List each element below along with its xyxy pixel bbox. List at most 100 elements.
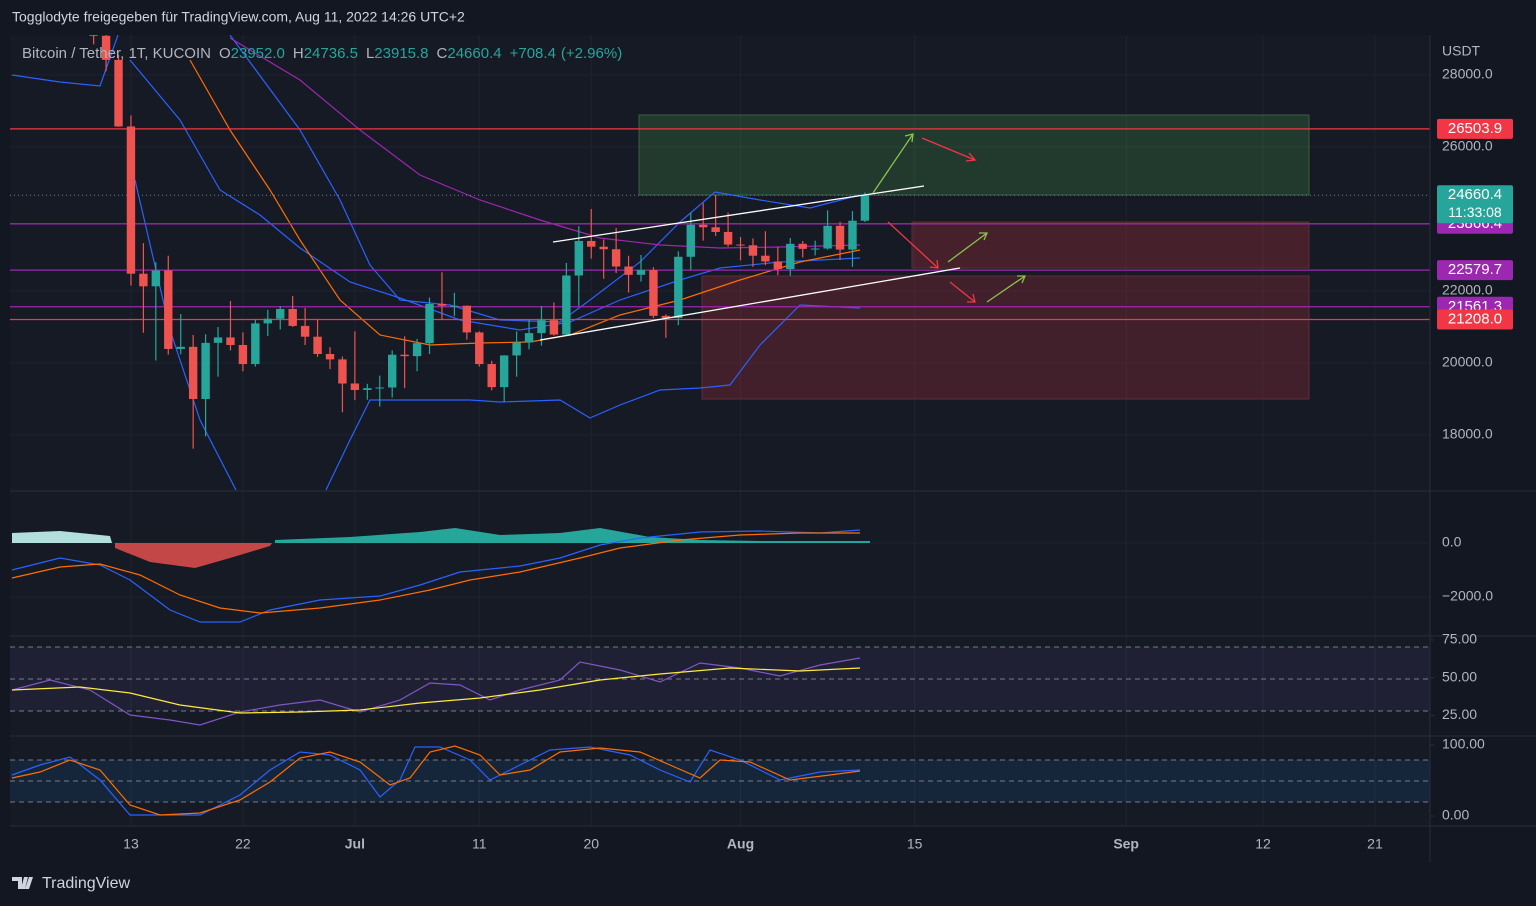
y-tick-label: 50.00 (1442, 668, 1477, 684)
grid (10, 35, 1536, 826)
candle-body (188, 346, 198, 399)
candle-body (487, 364, 496, 388)
y-tick-label: 20000.0 (1442, 354, 1493, 370)
price-tag (1437, 260, 1513, 281)
ohlc-letter: L (366, 45, 374, 62)
price-tag-label: 26503.9 (1448, 120, 1502, 137)
y-tick-label: 0.00 (1442, 807, 1469, 823)
candle-body (649, 270, 658, 316)
candle-body (139, 273, 148, 287)
arrow (949, 281, 976, 303)
candle-body (276, 308, 285, 319)
risk-zone (911, 221, 1310, 269)
trend-line (552, 185, 925, 243)
y-tick-label: 75.00 (1442, 631, 1477, 647)
ohlc-value: 24660.4 (447, 45, 501, 62)
bollinger-lower (325, 304, 861, 490)
candle-body (524, 333, 534, 343)
ohlc-value: 23915.8 (374, 45, 428, 62)
candles (40, 0, 870, 449)
price-tag-label: 21208.0 (1448, 310, 1502, 327)
candle-body (823, 225, 832, 249)
rsi-pane (10, 646, 1430, 726)
indicator-lines (11, 35, 861, 490)
candle-body (786, 243, 795, 270)
ohlc-value: 23952.0 (231, 45, 285, 62)
price-tag (1437, 118, 1513, 139)
target-zone (638, 114, 1310, 196)
y-tick-label: 25.00 (1442, 706, 1477, 722)
y-tick-label: 22000.0 (1442, 282, 1493, 298)
candle-body (375, 387, 384, 389)
candle-body (288, 308, 297, 326)
candle-body (587, 240, 596, 247)
candle-body (338, 359, 347, 384)
candle-body (810, 248, 820, 250)
candle-body (599, 246, 608, 250)
arrow (921, 137, 977, 162)
candle-body (574, 240, 583, 276)
bollinger-upper (11, 35, 119, 87)
candle-body (835, 225, 845, 250)
symbol-legend: Bitcoin / Tether, 1T, KUCOIN O23952.0 H247… (22, 45, 622, 62)
candle-body (251, 323, 260, 365)
x-tick-label: 20 (583, 836, 599, 852)
candle-body (201, 342, 210, 399)
x-tick-label: Jul (345, 836, 365, 852)
candle-body (462, 305, 472, 333)
y-tick-label: −2000.0 (1442, 588, 1493, 604)
candle-body (101, 35, 111, 60)
candle-body (40, 0, 48, 7)
candle-body (437, 303, 447, 306)
ohlc-value: 24736.5 (304, 45, 358, 62)
brand-logo (12, 877, 33, 889)
arrow (887, 221, 939, 269)
candle-body (350, 383, 360, 390)
arrow (872, 133, 914, 194)
macd-histogram (115, 543, 272, 568)
candle-body (711, 227, 720, 232)
candle-body (499, 355, 509, 388)
y-tick-label: 0.0 (1442, 534, 1462, 550)
risk-zone (701, 275, 1310, 400)
levels (10, 128, 1430, 321)
candle-body (624, 266, 633, 275)
share-caption: Togglodyte freigegeben für TradingView.c… (12, 9, 465, 25)
drawings (539, 133, 1026, 341)
trend-line (539, 267, 961, 341)
brand: TradingView (12, 875, 130, 892)
price-tag (1437, 309, 1513, 330)
candle-body (412, 343, 422, 357)
y-tick-label: 26000.0 (1442, 138, 1493, 154)
candle-body (176, 346, 185, 349)
brand-name: TradingView (42, 875, 130, 892)
candle-body (773, 261, 783, 270)
change-pct: (+2.96%) (561, 45, 622, 62)
ohlc-letter: O (219, 45, 231, 62)
ohlc-letter: H (293, 45, 304, 62)
candle-body (549, 320, 559, 335)
symbol: Bitcoin / Tether, 1T, KUCOIN (22, 45, 211, 62)
x-tick-label: Sep (1113, 836, 1139, 852)
candle-body (723, 231, 733, 245)
x-tick-label: 22 (235, 836, 251, 852)
candle-body (537, 320, 546, 334)
candle-body (699, 224, 708, 228)
candle-body (313, 336, 322, 354)
candle-body (263, 318, 272, 324)
candle-body (238, 344, 248, 365)
candle-body (164, 270, 173, 349)
candle-body (761, 255, 770, 262)
candle-body (512, 342, 521, 356)
ohlc-letter: C (437, 45, 448, 62)
candle-body (562, 275, 571, 335)
candle-body (400, 354, 409, 357)
last-price-label: 24660.4 (1448, 186, 1502, 203)
candle-body (151, 270, 161, 287)
price-tag-label: 22579.7 (1448, 261, 1502, 278)
y-tick-label: 100.00 (1442, 736, 1485, 752)
candle-body (363, 388, 372, 390)
arrow (986, 275, 1026, 303)
x-tick-label: 11 (472, 836, 487, 852)
